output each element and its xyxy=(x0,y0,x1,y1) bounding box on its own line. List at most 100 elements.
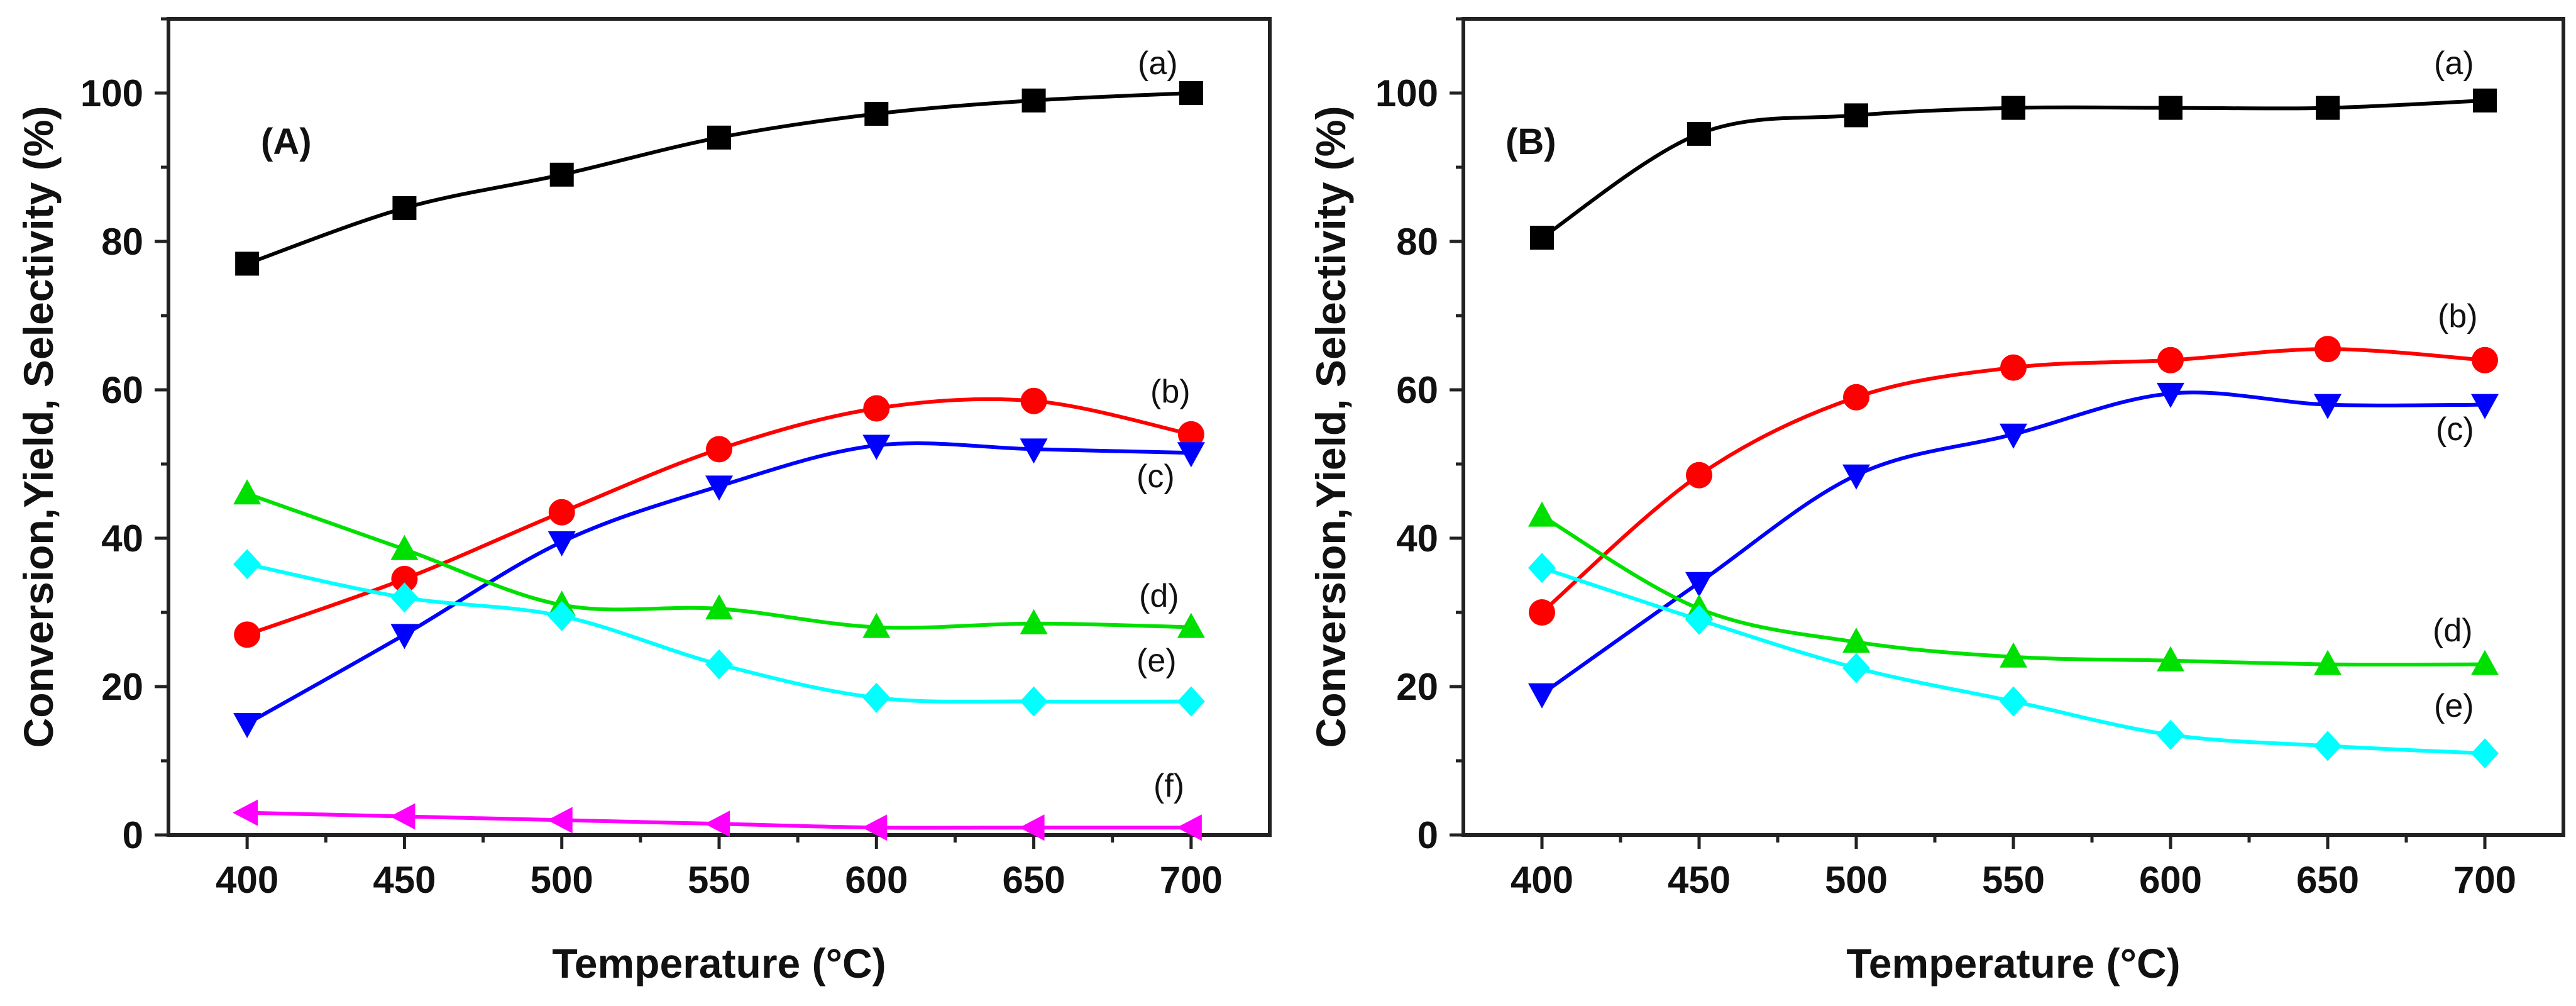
data-point xyxy=(2472,346,2498,373)
y-tick-label: 60 xyxy=(1396,369,1438,411)
data-point xyxy=(706,436,732,463)
data-point xyxy=(233,713,261,738)
data-point xyxy=(862,434,891,460)
series-label: (c) xyxy=(2436,411,2474,448)
data-point xyxy=(2157,382,2184,408)
series-e xyxy=(1528,553,2499,769)
data-point xyxy=(2000,686,2027,717)
data-point xyxy=(2157,646,2184,672)
data-point xyxy=(863,395,890,422)
data-point xyxy=(2314,731,2342,761)
data-point xyxy=(547,807,573,834)
series-a xyxy=(235,81,1203,276)
data-point xyxy=(392,196,417,220)
series-label: (c) xyxy=(1137,458,1175,495)
data-point xyxy=(1842,464,1870,490)
x-tick-label: 650 xyxy=(2296,859,2359,901)
x-tick-label: 700 xyxy=(2453,859,2516,901)
data-point xyxy=(2314,394,2342,419)
data-point xyxy=(1529,599,1555,626)
y-tick-label: 60 xyxy=(101,369,143,411)
y-axis-title: Conversion,Yield, Selectivity (%) xyxy=(1307,106,1354,748)
series-c xyxy=(233,434,1205,738)
series-a xyxy=(1530,88,2497,250)
series-d xyxy=(1528,501,2499,675)
data-point xyxy=(705,594,733,620)
data-point xyxy=(2000,354,2027,381)
data-point xyxy=(862,682,891,713)
data-point xyxy=(1176,814,1202,841)
x-tick-label: 550 xyxy=(1982,859,2045,901)
data-point xyxy=(1021,88,1046,113)
series-line xyxy=(246,91,1192,266)
x-tick-label: 700 xyxy=(1160,859,1223,901)
x-tick-label: 500 xyxy=(531,859,593,901)
x-axis-title: Temperature (°C) xyxy=(552,940,886,987)
x-tick-label: 400 xyxy=(216,859,278,901)
series-label: (b) xyxy=(2438,298,2478,334)
data-point xyxy=(705,475,733,501)
x-tick-label: 500 xyxy=(1825,859,1888,901)
data-point xyxy=(233,799,258,826)
y-tick-label: 100 xyxy=(1375,72,1438,114)
series-label: (f) xyxy=(1153,768,1184,804)
series-e xyxy=(233,549,1205,717)
y-tick-label: 80 xyxy=(101,221,143,263)
data-point xyxy=(235,252,260,276)
data-point xyxy=(1843,384,1869,411)
series-label: (e) xyxy=(2434,688,2474,724)
data-point xyxy=(2157,346,2184,373)
series-label: (b) xyxy=(1150,373,1191,410)
series-label: (a) xyxy=(1138,45,1178,82)
data-point xyxy=(1020,686,1048,717)
data-point xyxy=(2473,88,2497,113)
data-point xyxy=(864,102,889,126)
series-b xyxy=(234,387,1204,648)
x-tick-label: 600 xyxy=(845,859,908,901)
series-label: (d) xyxy=(1139,578,1179,614)
data-point xyxy=(705,649,733,680)
data-point xyxy=(2316,96,2340,120)
data-point xyxy=(390,624,419,649)
data-point xyxy=(862,612,891,638)
y-tick-label: 0 xyxy=(123,814,143,856)
y-axis-title: Conversion,Yield, Selectivity (%) xyxy=(15,106,62,748)
data-point xyxy=(2000,642,2027,668)
data-point xyxy=(1020,438,1048,464)
data-point xyxy=(2001,96,2025,120)
panel-label: (B) xyxy=(1505,121,1556,162)
panel-label: (A) xyxy=(261,121,312,162)
data-point xyxy=(391,565,418,592)
data-point xyxy=(233,549,261,580)
data-point xyxy=(1019,814,1045,841)
data-point xyxy=(2157,719,2184,750)
series-label: (d) xyxy=(2433,612,2473,649)
data-point xyxy=(549,162,574,187)
series-line xyxy=(1541,347,2485,614)
x-tick-label: 550 xyxy=(688,859,751,901)
data-point xyxy=(1530,226,1554,250)
y-tick-label: 0 xyxy=(1417,814,1438,856)
data-point xyxy=(2471,649,2499,675)
data-point xyxy=(1842,653,1870,683)
series-f xyxy=(233,799,1202,841)
data-point xyxy=(548,600,576,631)
data-point xyxy=(705,810,730,837)
data-point xyxy=(2159,96,2182,120)
data-point xyxy=(1844,103,1868,128)
data-point xyxy=(1020,609,1048,634)
x-tick-label: 450 xyxy=(373,859,436,901)
data-point xyxy=(862,814,888,841)
data-point xyxy=(1528,501,1556,527)
data-point xyxy=(1177,421,1204,448)
x-tick-label: 650 xyxy=(1003,859,1065,901)
data-point xyxy=(2471,394,2499,419)
x-tick-label: 450 xyxy=(1668,859,1731,901)
data-point xyxy=(390,582,419,613)
series-line xyxy=(1541,514,2485,667)
panel-b: 400 450 500 550 600 650 700 0 20 40 60 80 100 Tempera… xyxy=(1307,17,2565,987)
series-c xyxy=(1528,382,2499,709)
data-point xyxy=(1177,442,1205,468)
x-tick-label: 600 xyxy=(2139,859,2202,901)
